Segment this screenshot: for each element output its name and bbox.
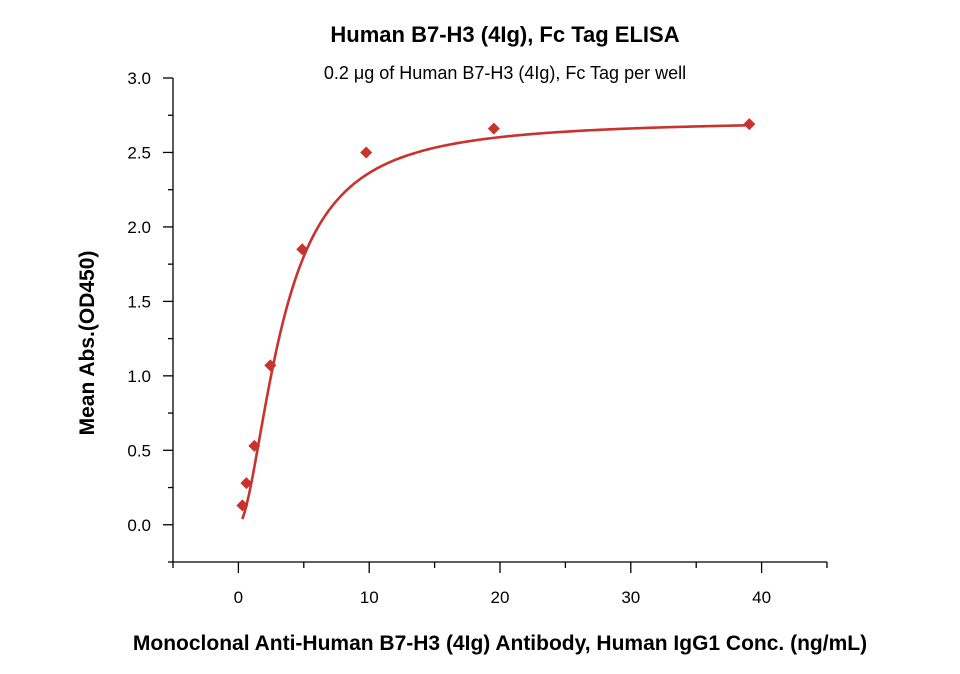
data-point	[487, 122, 500, 135]
y-tick-label: 1.5	[127, 292, 151, 311]
y-tick-label: 0.5	[127, 441, 151, 460]
x-tick-label: 20	[491, 588, 510, 607]
y-tick-label: 2.5	[127, 143, 151, 162]
chart-title: Human B7-H3 (4Ig), Fc Tag ELISA	[330, 22, 679, 47]
axes	[172, 78, 827, 563]
ticks	[163, 77, 828, 573]
data-point	[264, 359, 277, 372]
x-tick-label: 10	[360, 588, 379, 607]
chart-subtitle: 0.2 μg of Human B7-H3 (4Ig), Fc Tag per …	[324, 63, 686, 83]
data-point	[360, 146, 373, 159]
y-axis-label: Mean Abs.(OD450)	[76, 251, 99, 436]
data-points	[236, 118, 756, 512]
y-tick-label: 0.0	[127, 516, 151, 535]
data-point	[236, 499, 249, 512]
x-tick-label: 40	[752, 588, 771, 607]
x-tick-label: 0	[234, 588, 243, 607]
data-point	[240, 477, 253, 490]
data-point	[248, 439, 261, 452]
data-point	[743, 118, 756, 131]
y-tick-label: 3.0	[127, 69, 151, 88]
data-point	[296, 243, 309, 256]
y-tick-label: 2.0	[127, 218, 151, 237]
fit-curve	[241, 123, 750, 520]
tick-labels: 0.0 0.5 1.0 1.5 2.0 2.5 3.0 0 10 20 30 40	[127, 69, 771, 607]
x-tick-label: 30	[621, 588, 640, 607]
x-axis-label: Monoclonal Anti-Human B7-H3 (4Ig) Antibo…	[133, 632, 867, 655]
y-tick-label: 1.0	[127, 367, 151, 386]
